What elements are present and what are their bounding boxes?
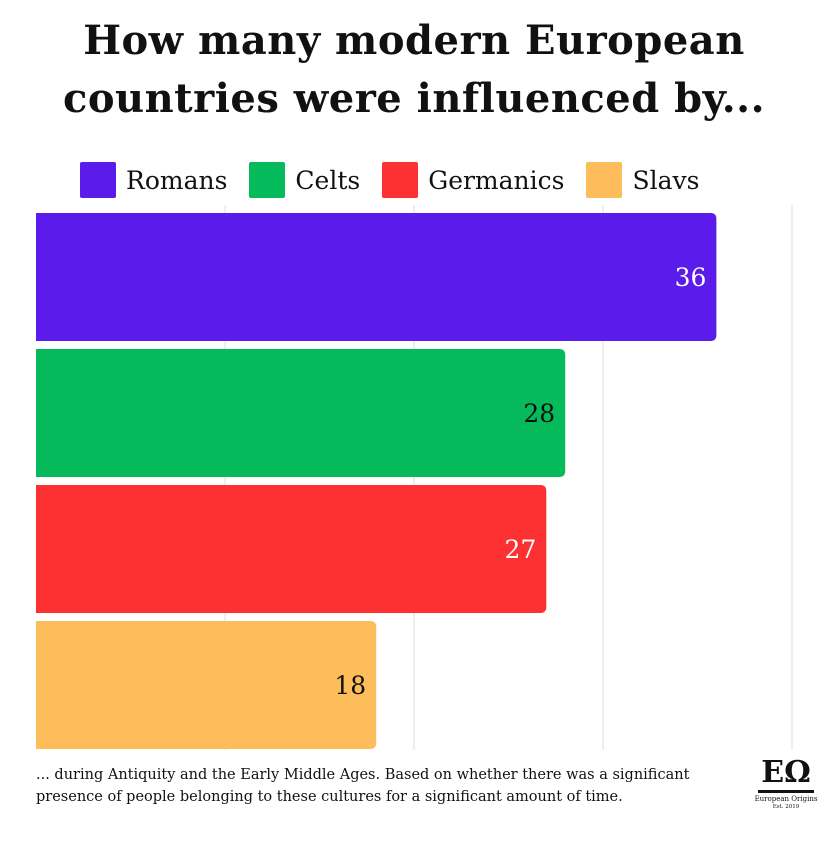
logo-est: Est. 2019 bbox=[772, 804, 800, 810]
legend-swatch-germanics bbox=[382, 162, 419, 198]
logo-mark: EΩ bbox=[761, 755, 811, 790]
legend-item-romans: Romans bbox=[80, 162, 227, 198]
bar-slavs bbox=[36, 621, 377, 749]
legend-item-germanics: Germanics bbox=[382, 162, 564, 198]
bar-chart: 36 28 27 18 bbox=[36, 205, 793, 750]
legend-swatch-romans bbox=[80, 162, 116, 198]
bar-value-label-celts: 28 bbox=[523, 399, 555, 428]
footnote: ... during Antiquity and the Early Middl… bbox=[36, 767, 690, 805]
legend-label-germanics: Germanics bbox=[428, 165, 565, 195]
bar-value-label-slavs: 18 bbox=[334, 671, 366, 700]
bar-celts bbox=[36, 349, 566, 477]
logo-rule bbox=[758, 790, 814, 793]
chart-title-line-2: countries were influenced by... bbox=[62, 75, 766, 122]
bar-value-label-romans: 36 bbox=[675, 263, 707, 292]
legend-label-slavs: Slavs bbox=[632, 165, 700, 195]
logo: EΩ European Origins Est. 2019 bbox=[752, 756, 820, 811]
chart-title: How many modern European countries were … bbox=[0, 12, 828, 128]
logo-name: European Origins bbox=[754, 795, 818, 803]
bar-romans bbox=[36, 213, 717, 341]
bar-germanics bbox=[36, 485, 547, 613]
legend-swatch-slavs bbox=[586, 162, 623, 198]
chart-title-line-1: How many modern European bbox=[83, 17, 745, 64]
legend-item-celts: Celts bbox=[249, 162, 360, 198]
bar-value-label-germanics: 27 bbox=[504, 535, 536, 564]
legend-label-romans: Romans bbox=[126, 165, 228, 195]
legend-swatch-celts bbox=[249, 162, 286, 198]
legend: Romans Celts Germanics Slavs bbox=[80, 162, 721, 198]
legend-item-slavs: Slavs bbox=[586, 162, 699, 198]
legend-label-celts: Celts bbox=[295, 165, 361, 195]
